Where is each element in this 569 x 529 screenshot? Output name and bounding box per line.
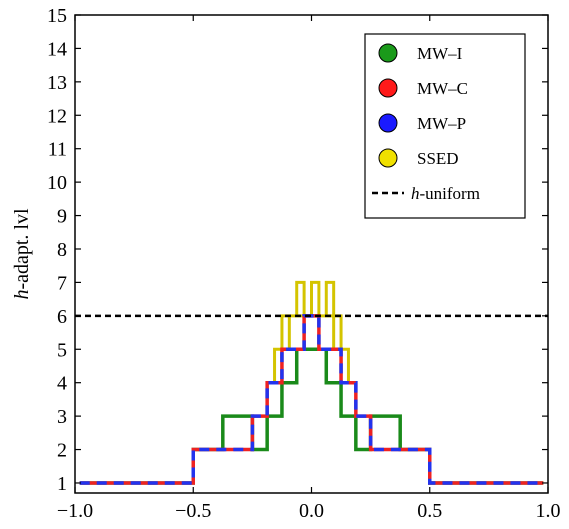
legend-marker-mw-i	[378, 43, 398, 63]
y-tick-label: 4	[57, 373, 67, 395]
y-tick-label: 6	[57, 306, 67, 328]
y-tick-label: 9	[57, 206, 67, 228]
y-tick-label: 14	[47, 38, 67, 60]
legend: MW–I MW–C MW–P SSED h-uniform	[364, 33, 526, 219]
series-line-mw-p	[79, 314, 544, 485]
y-tick-label: 11	[48, 139, 67, 161]
y-tick-label: 2	[57, 440, 67, 462]
y-tick-label: 7	[57, 272, 67, 294]
legend-label-ssed: SSED	[417, 149, 459, 168]
y-tick-label: 10	[47, 172, 67, 194]
y-axis-title-italic: h	[11, 290, 33, 300]
x-tick-label: −0.5	[175, 500, 211, 522]
legend-label-h-uniform: h-uniform	[411, 184, 480, 203]
x-tick-label: 1.0	[536, 500, 561, 522]
y-tick-label: 1	[57, 473, 67, 495]
y-tick-label: 3	[57, 406, 67, 428]
y-axis-title: h-adapt. lvl	[11, 208, 33, 300]
y-tick-label: 15	[47, 5, 67, 27]
x-tick-label: 0.5	[417, 500, 442, 522]
x-tick-label: 0.0	[299, 500, 324, 522]
series-layer	[75, 280, 548, 485]
series-line-mw-c	[79, 314, 544, 485]
legend-marker-mw-c	[378, 78, 398, 98]
legend-label-mw-i: MW–I	[417, 44, 463, 63]
x-tick-label: −1.0	[57, 500, 93, 522]
y-axis-title-rest: -adapt. lvl	[11, 208, 33, 290]
legend-marker-ssed	[378, 148, 398, 168]
y-tick-label: 8	[57, 239, 67, 261]
legend-label-mw-p: MW–P	[417, 114, 466, 133]
series-line-ssed	[273, 280, 350, 385]
legend-items: MW–I MW–C MW–P SSED h-uniform	[372, 43, 480, 203]
legend-label-mw-c: MW–C	[417, 79, 468, 98]
legend-label-rest: -uniform	[420, 184, 480, 203]
legend-marker-mw-p	[378, 113, 398, 133]
series-line-mw-i	[79, 347, 544, 485]
y-tick-label: 5	[57, 339, 67, 361]
legend-label-italic: h	[411, 184, 420, 203]
y-tick-label: 12	[47, 105, 67, 127]
y-tick-label: 13	[47, 72, 67, 94]
